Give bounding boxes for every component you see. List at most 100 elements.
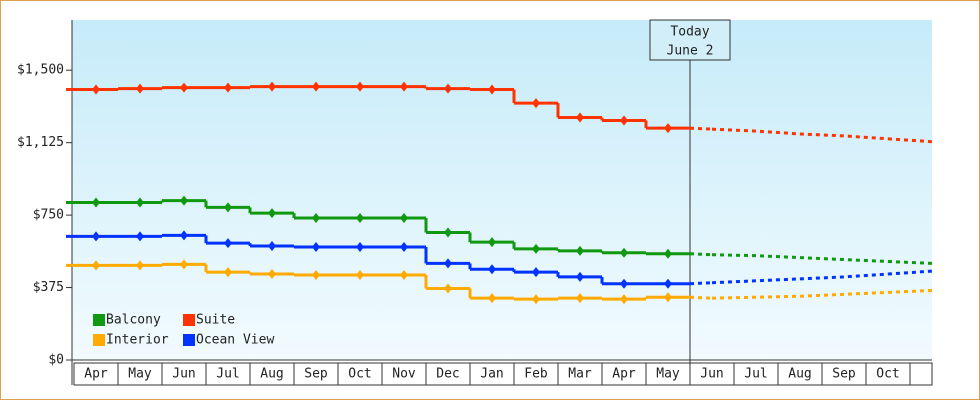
x-tick-label: Nov (392, 367, 416, 382)
x-tick-label: Dec (436, 367, 459, 382)
price-marker (444, 258, 452, 269)
legend-label: Interior (106, 333, 169, 348)
x-tick-label: Sep (832, 367, 856, 382)
price-marker (620, 294, 628, 305)
price-marker (400, 81, 408, 92)
price-marker (532, 98, 540, 109)
forecast-line (711, 290, 889, 300)
price-marker (180, 259, 188, 270)
price-marker (136, 197, 144, 208)
price-marker (576, 245, 584, 256)
x-tick-label: Sep (304, 367, 328, 382)
price-marker (180, 82, 188, 93)
price-marker (224, 267, 232, 278)
price-marker (664, 123, 672, 134)
price-marker (664, 278, 672, 289)
price-marker (268, 208, 276, 219)
price-marker (180, 195, 188, 206)
today-box (649, 19, 731, 61)
price-marker (444, 283, 452, 294)
x-tick-label: Aug (260, 367, 283, 382)
legend-swatch (183, 334, 195, 346)
price-marker (92, 197, 100, 208)
today-label: June 2 (667, 44, 714, 59)
price-marker (92, 260, 100, 271)
price-marker (92, 231, 100, 242)
x-tick-label: Apr (84, 367, 108, 382)
price-marker (400, 213, 408, 224)
x-tick-label: May (128, 367, 152, 382)
price-marker (444, 83, 452, 94)
price-marker (180, 230, 188, 241)
price-marker (268, 269, 276, 280)
legend-label: Balcony (106, 313, 161, 328)
price-marker (488, 237, 496, 248)
x-tick-label: Jul (744, 367, 767, 382)
forecast-connector (689, 252, 713, 257)
price-marker (532, 243, 540, 254)
price-marker (620, 278, 628, 289)
price-marker (224, 202, 232, 213)
x-tick-label: Jan (480, 367, 503, 382)
legend-label: Ocean View (196, 333, 274, 348)
price-marker (664, 248, 672, 259)
x-tick-label: Oct (348, 367, 371, 382)
x-tick-label: Jun (172, 367, 195, 382)
price-marker (268, 241, 276, 252)
price-marker (664, 292, 672, 303)
price-marker (92, 84, 100, 95)
forecast-connector (689, 126, 713, 131)
price-marker (356, 213, 364, 224)
price-marker (224, 82, 232, 93)
price-marker (136, 260, 144, 271)
price-marker (312, 241, 320, 252)
price-marker (488, 84, 496, 95)
x-tick-label: Oct (876, 367, 899, 382)
price-marker (312, 81, 320, 92)
legend-swatch (93, 334, 105, 346)
x-tick-label: Jul (216, 367, 239, 382)
forecast-connector (689, 295, 713, 300)
price-marker (356, 241, 364, 252)
price-marker (620, 247, 628, 258)
price-marker (224, 238, 232, 249)
forecast-line (711, 272, 889, 285)
price-marker (312, 270, 320, 280)
price-marker (400, 241, 408, 252)
price-marker (576, 271, 584, 282)
forecast-connector (689, 281, 713, 286)
price-marker (356, 270, 364, 280)
price-marker (136, 83, 144, 94)
today-label: Today (670, 25, 709, 40)
price-marker (532, 267, 540, 278)
x-tick-label: Mar (568, 367, 592, 382)
legend-swatch (93, 314, 105, 326)
forecast-line (711, 253, 889, 263)
legend-label: Suite (196, 313, 235, 328)
y-tick-label: $375 (33, 280, 64, 295)
x-tick-label: May (656, 367, 680, 382)
price-marker (576, 112, 584, 123)
forecast-line (711, 127, 889, 141)
price-marker (488, 264, 496, 275)
price-marker (488, 293, 496, 304)
y-tick-label: $1,500 (17, 63, 64, 78)
price-marker (400, 270, 408, 280)
month-box (909, 362, 933, 386)
x-tick-label: Apr (612, 367, 636, 382)
y-tick-label: $0 (48, 353, 64, 368)
x-tick-label: Aug (788, 367, 811, 382)
price-marker (532, 294, 540, 305)
plot-area (72, 20, 932, 360)
legend-swatch (183, 314, 195, 326)
x-tick-label: Jun (700, 367, 723, 382)
price-marker (356, 81, 364, 92)
price-marker (312, 213, 320, 224)
y-tick-label: $750 (33, 208, 64, 223)
price-marker (444, 227, 452, 238)
price-marker (576, 293, 584, 304)
y-tick-label: $1,125 (17, 135, 64, 150)
price-marker (136, 231, 144, 242)
price-marker (268, 81, 276, 92)
